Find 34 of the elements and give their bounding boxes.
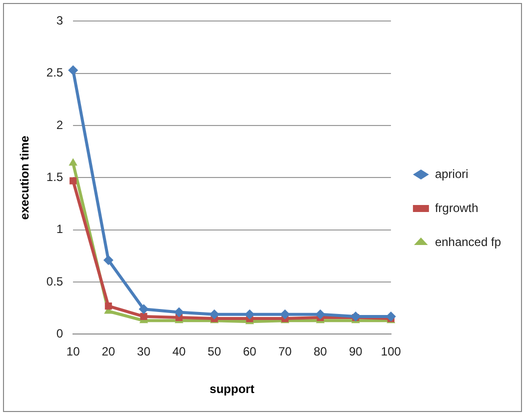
x-tick-label: 60 [242,344,257,359]
point [103,255,114,266]
legend-label: frgrowth [434,200,478,215]
x-axis-title: support [210,382,254,396]
y-tick-label: 0.5 [46,274,64,288]
point [138,304,149,314]
point [68,65,78,76]
y-axis-title: execution time [18,135,32,220]
x-tick-label: 20 [102,344,116,359]
x-tick-label: 70 [278,344,292,359]
point [315,309,326,320]
point [68,158,78,166]
x-tick-label: 80 [314,344,328,359]
y-tick-label: 2 [56,118,64,132]
point [244,309,255,320]
x-tick-label: 90 [348,344,363,359]
point [174,307,184,318]
point [209,309,220,320]
y-tick-label: 0 [56,326,64,341]
point [70,177,77,184]
x-tick-label: 30 [137,344,151,359]
x-tick-label: 10 [66,344,80,359]
point [104,302,112,310]
legend-label: enhanced fp [434,234,502,249]
x-tick-label: 100 [380,344,402,359]
point [280,309,290,320]
y-tick-label: 3 [56,14,64,28]
y-tick-label: 1.5 [46,170,64,184]
x-tick-label: 50 [208,344,222,359]
y-tick-label: 2.5 [46,66,64,80]
x-tick-label: 40 [172,344,186,359]
legend-label: apriori [434,166,468,181]
y-tick-label: 1 [56,222,64,236]
point [140,312,148,320]
